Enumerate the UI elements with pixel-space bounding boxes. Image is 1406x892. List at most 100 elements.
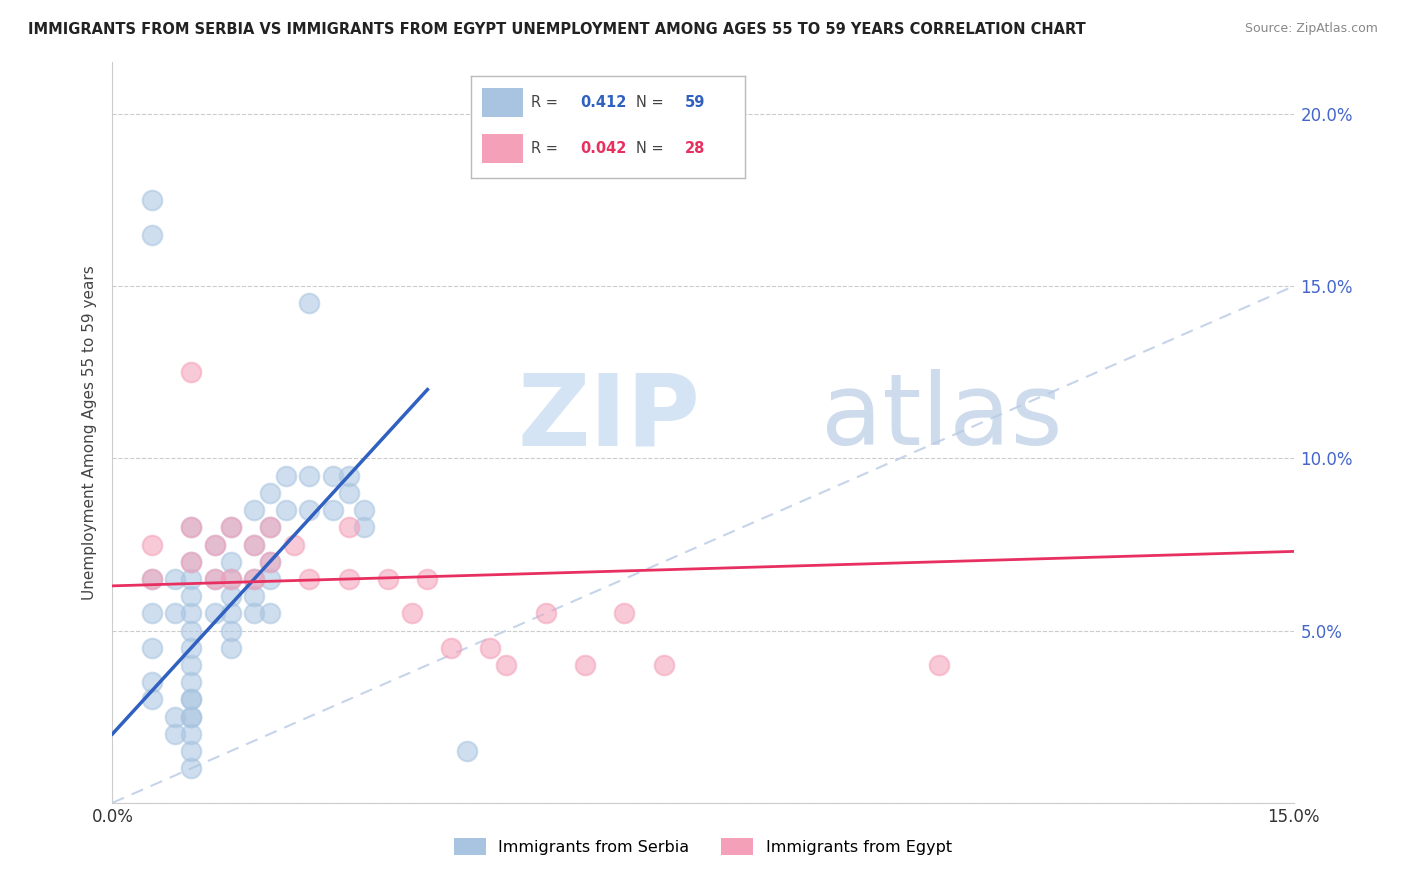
Point	[141, 572, 163, 586]
Point	[243, 503, 266, 517]
Point	[180, 675, 202, 690]
Text: atlas: atlas	[821, 369, 1063, 467]
Point	[204, 572, 226, 586]
FancyBboxPatch shape	[482, 135, 523, 163]
Text: Source: ZipAtlas.com: Source: ZipAtlas.com	[1244, 22, 1378, 36]
Point	[180, 555, 202, 569]
Point	[204, 607, 226, 621]
Point	[180, 572, 202, 586]
Point	[652, 658, 675, 673]
Point	[141, 675, 163, 690]
Point	[243, 607, 266, 621]
Point	[219, 555, 242, 569]
Text: R =: R =	[531, 95, 562, 110]
Point	[416, 572, 439, 586]
Point	[298, 468, 321, 483]
Point	[298, 503, 321, 517]
Point	[180, 727, 202, 741]
Point	[219, 624, 242, 638]
Text: 59: 59	[685, 95, 706, 110]
Point	[377, 572, 399, 586]
Point	[243, 537, 266, 551]
Point	[259, 555, 281, 569]
Point	[141, 227, 163, 242]
Point	[259, 555, 281, 569]
Point	[219, 572, 242, 586]
Point	[337, 572, 360, 586]
Text: 28: 28	[685, 141, 706, 156]
Point	[259, 486, 281, 500]
Point	[259, 520, 281, 534]
Point	[204, 572, 226, 586]
Point	[322, 503, 344, 517]
Point	[180, 555, 202, 569]
Text: N =: N =	[636, 95, 668, 110]
Point	[180, 692, 202, 706]
Point	[337, 486, 360, 500]
Point	[219, 520, 242, 534]
Point	[141, 537, 163, 551]
Point	[337, 468, 360, 483]
Point	[180, 520, 202, 534]
Point	[219, 607, 242, 621]
Point	[219, 520, 242, 534]
Point	[165, 727, 187, 741]
Legend: Immigrants from Serbia, Immigrants from Egypt: Immigrants from Serbia, Immigrants from …	[447, 832, 959, 862]
Point	[274, 468, 297, 483]
Point	[180, 589, 202, 603]
Point	[298, 296, 321, 310]
Point	[180, 640, 202, 655]
Point	[165, 607, 187, 621]
Point	[243, 572, 266, 586]
Point	[243, 537, 266, 551]
Point	[219, 572, 242, 586]
Point	[219, 640, 242, 655]
Point	[141, 607, 163, 621]
Point	[259, 572, 281, 586]
Point	[259, 520, 281, 534]
Point	[180, 520, 202, 534]
Point	[165, 709, 187, 723]
Point	[180, 709, 202, 723]
Point	[180, 692, 202, 706]
Point	[141, 572, 163, 586]
Point	[180, 709, 202, 723]
Text: IMMIGRANTS FROM SERBIA VS IMMIGRANTS FROM EGYPT UNEMPLOYMENT AMONG AGES 55 TO 59: IMMIGRANTS FROM SERBIA VS IMMIGRANTS FRO…	[28, 22, 1085, 37]
Point	[204, 537, 226, 551]
Point	[141, 193, 163, 207]
Point	[259, 607, 281, 621]
Point	[180, 744, 202, 758]
Point	[180, 761, 202, 775]
FancyBboxPatch shape	[482, 88, 523, 117]
Point	[298, 572, 321, 586]
Point	[337, 520, 360, 534]
Text: ZIP: ZIP	[517, 369, 700, 467]
Point	[283, 537, 305, 551]
Point	[180, 607, 202, 621]
Point	[353, 520, 375, 534]
Point	[322, 468, 344, 483]
Point	[243, 572, 266, 586]
Text: R =: R =	[531, 141, 562, 156]
Point	[479, 640, 502, 655]
Point	[401, 607, 423, 621]
Point	[180, 365, 202, 379]
Point	[219, 589, 242, 603]
Point	[574, 658, 596, 673]
Point	[928, 658, 950, 673]
Point	[180, 658, 202, 673]
Point	[165, 572, 187, 586]
Text: 0.412: 0.412	[581, 95, 627, 110]
Point	[613, 607, 636, 621]
Point	[456, 744, 478, 758]
Point	[440, 640, 463, 655]
Y-axis label: Unemployment Among Ages 55 to 59 years: Unemployment Among Ages 55 to 59 years	[82, 265, 97, 600]
Point	[274, 503, 297, 517]
Point	[180, 624, 202, 638]
Point	[495, 658, 517, 673]
Text: 0.042: 0.042	[581, 141, 627, 156]
Point	[534, 607, 557, 621]
Text: N =: N =	[636, 141, 668, 156]
Point	[243, 589, 266, 603]
Point	[353, 503, 375, 517]
